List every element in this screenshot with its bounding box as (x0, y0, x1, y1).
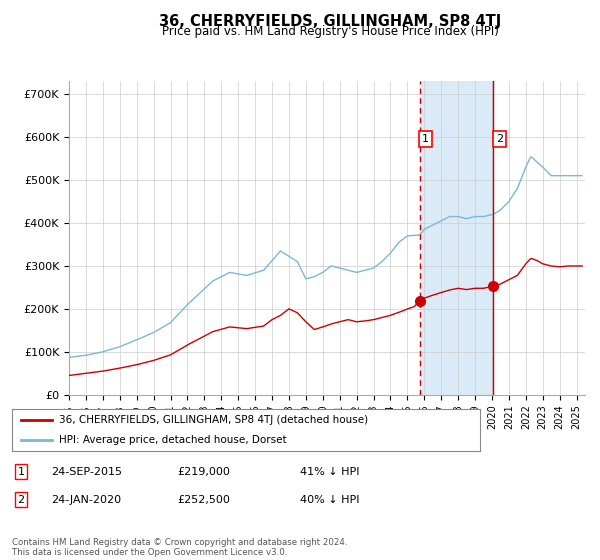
Text: 2: 2 (496, 134, 503, 144)
Text: HPI: Average price, detached house, Dorset: HPI: Average price, detached house, Dors… (59, 435, 286, 445)
Text: 2: 2 (17, 494, 25, 505)
Text: 24-JAN-2020: 24-JAN-2020 (51, 494, 121, 505)
Text: Price paid vs. HM Land Registry's House Price Index (HPI): Price paid vs. HM Land Registry's House … (161, 25, 499, 38)
Text: 24-SEP-2015: 24-SEP-2015 (51, 466, 122, 477)
Text: 1: 1 (422, 134, 429, 144)
Text: £252,500: £252,500 (177, 494, 230, 505)
Text: 40% ↓ HPI: 40% ↓ HPI (300, 494, 359, 505)
Bar (420, 81, 493, 395)
Text: 36, CHERRYFIELDS, GILLINGHAM, SP8 4TJ: 36, CHERRYFIELDS, GILLINGHAM, SP8 4TJ (159, 14, 501, 29)
Text: Contains HM Land Registry data © Crown copyright and database right 2024.
This d: Contains HM Land Registry data © Crown c… (12, 538, 347, 557)
Text: 1: 1 (17, 466, 25, 477)
Text: 41% ↓ HPI: 41% ↓ HPI (300, 466, 359, 477)
Text: 36, CHERRYFIELDS, GILLINGHAM, SP8 4TJ (detached house): 36, CHERRYFIELDS, GILLINGHAM, SP8 4TJ (d… (59, 415, 368, 425)
Text: £219,000: £219,000 (177, 466, 230, 477)
